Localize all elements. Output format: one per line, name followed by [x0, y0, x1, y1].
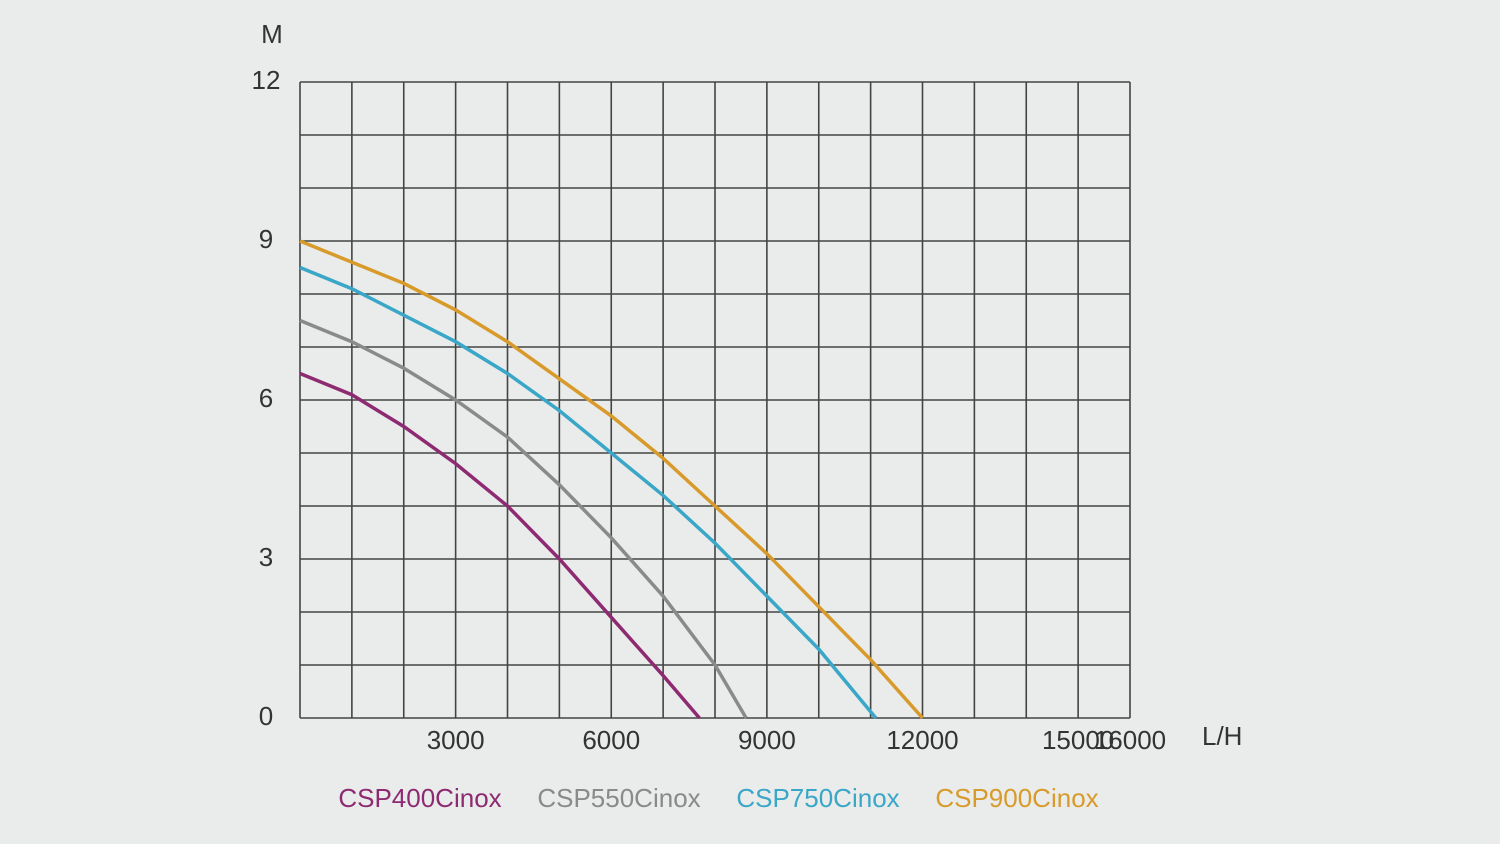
- x-tick-label: 3000: [427, 725, 485, 755]
- series-line: [299, 318, 748, 719]
- x-tick-label: 6000: [582, 725, 640, 755]
- y-tick-label: 6: [259, 383, 273, 413]
- x-tick-label: 15000: [1042, 725, 1114, 755]
- x-tick-label: 12000: [886, 725, 958, 755]
- legend-entry: CSP900Cinox: [935, 783, 1098, 813]
- legend-entry: CSP550Cinox: [537, 783, 700, 813]
- x-tick-label: 16000: [1094, 725, 1166, 755]
- y-axis-label: M: [261, 19, 283, 49]
- series-line: [299, 239, 924, 720]
- x-axis-label: L/H: [1202, 721, 1242, 751]
- x-tick-label: 9000: [738, 725, 796, 755]
- series-line: [299, 265, 878, 720]
- legend-entry: CSP750Cinox: [736, 783, 899, 813]
- y-tick-label: 12: [252, 65, 281, 95]
- series-line: [299, 371, 701, 720]
- y-tick-label: 0: [259, 701, 273, 731]
- legend-entry: CSP400Cinox: [338, 783, 501, 813]
- y-tick-label: 9: [259, 224, 273, 254]
- y-tick-label: 3: [259, 542, 273, 572]
